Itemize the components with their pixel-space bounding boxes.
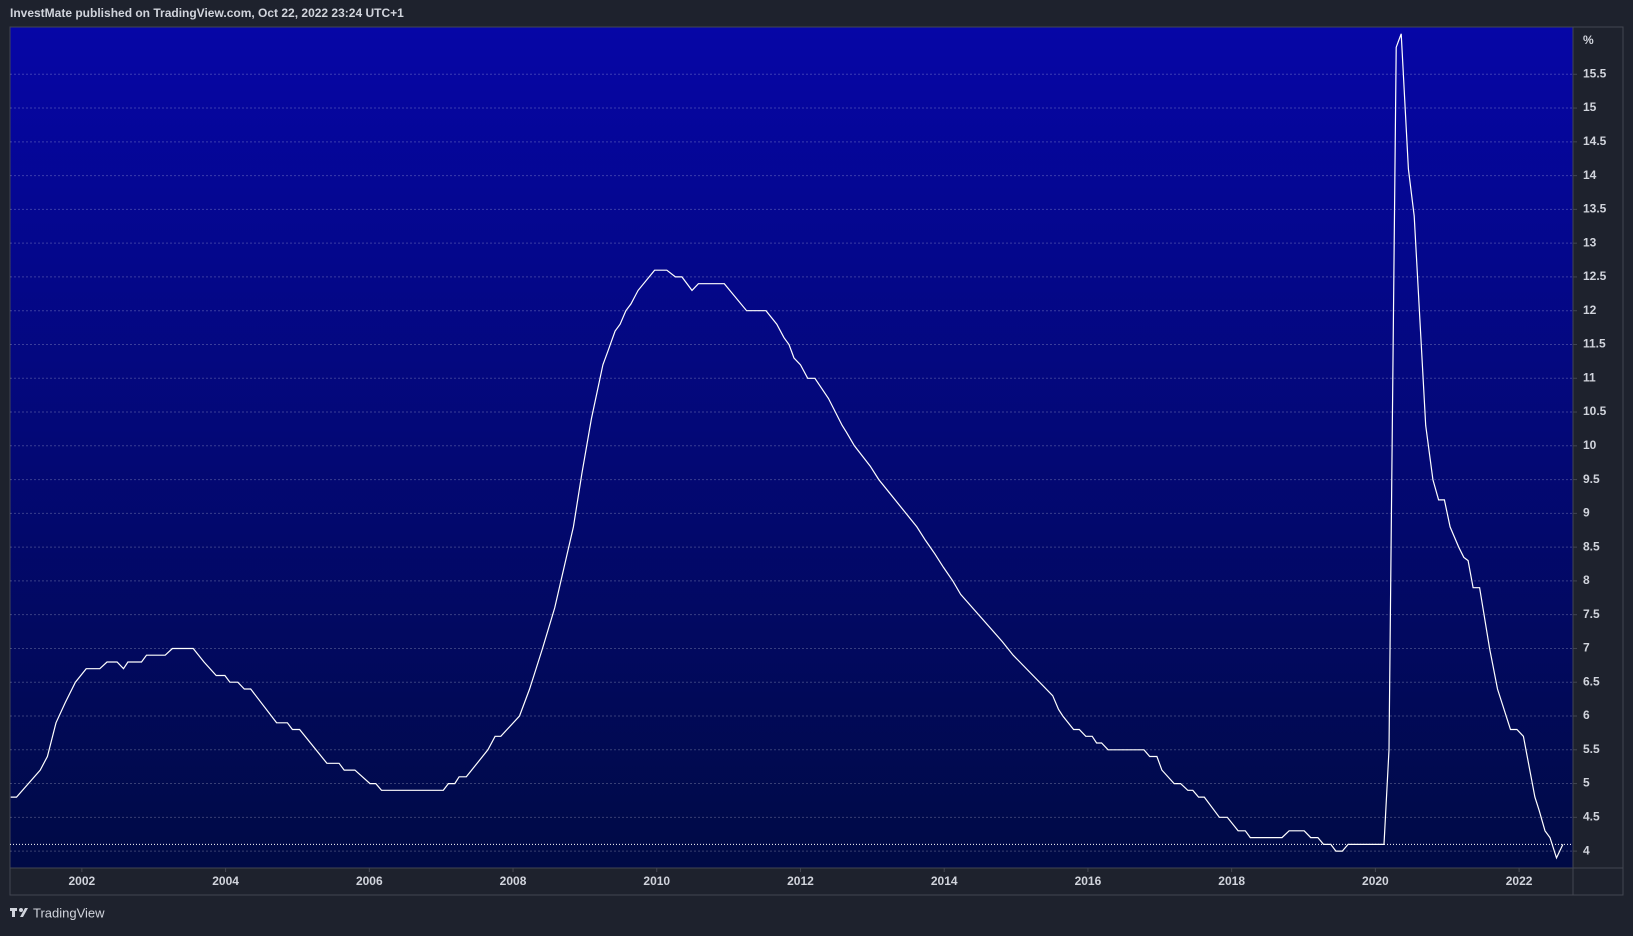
y-tick-label: 15.5 xyxy=(1583,66,1607,80)
y-tick-label: 10 xyxy=(1583,438,1597,452)
x-tick-label: 2022 xyxy=(1506,874,1533,888)
chart-border xyxy=(9,26,1624,896)
y-tick-label: 14.5 xyxy=(1583,134,1607,148)
y-tick-label: 8 xyxy=(1583,573,1590,587)
series-line xyxy=(10,33,1564,860)
y-tick-label: 5.5 xyxy=(1583,742,1600,756)
axis-unit: % xyxy=(1583,33,1594,47)
y-tick-label: 11.5 xyxy=(1583,337,1606,351)
plot-area xyxy=(10,27,1573,868)
x-tick-label: 2020 xyxy=(1362,874,1389,888)
x-tick-label: 2004 xyxy=(212,874,239,888)
y-tick-label: 9 xyxy=(1583,506,1590,520)
header-title: InvestMate published on TradingView.com,… xyxy=(10,6,404,20)
y-tick-label: 10.5 xyxy=(1583,404,1607,418)
y-tick-label: 6 xyxy=(1583,708,1590,722)
y-tick-label: 14 xyxy=(1583,168,1597,182)
y-tick-label: 12.5 xyxy=(1583,269,1607,283)
y-tick-label: 15 xyxy=(1583,100,1597,114)
x-tick-label: 2006 xyxy=(356,874,383,888)
x-tick-label: 2012 xyxy=(787,874,814,888)
x-tick-label: 2016 xyxy=(1075,874,1102,888)
y-tick-label: 9.5 xyxy=(1583,472,1600,486)
y-tick-label: 12 xyxy=(1583,303,1597,317)
x-tick-label: 2002 xyxy=(69,874,96,888)
y-tick-label: 11 xyxy=(1583,370,1596,384)
y-tick-label: 8.5 xyxy=(1583,539,1600,553)
y-tick-label: 6.5 xyxy=(1583,674,1600,688)
y-tick-label: 4.5 xyxy=(1583,810,1600,824)
y-tick-label: 7.5 xyxy=(1583,607,1600,621)
y-tick-label: 13.5 xyxy=(1583,202,1607,216)
y-tick-label: 4 xyxy=(1583,843,1590,857)
footer-logo xyxy=(10,908,28,917)
y-tick-label: 13 xyxy=(1583,235,1597,249)
y-tick-label: 7 xyxy=(1583,641,1590,655)
x-tick-label: 2018 xyxy=(1218,874,1245,888)
x-tick-label: 2010 xyxy=(643,874,670,888)
y-tick-label: 5 xyxy=(1583,776,1590,790)
x-tick-label: 2008 xyxy=(500,874,527,888)
x-tick-label: 2014 xyxy=(931,874,958,888)
footer-brand: TradingView xyxy=(33,905,105,920)
